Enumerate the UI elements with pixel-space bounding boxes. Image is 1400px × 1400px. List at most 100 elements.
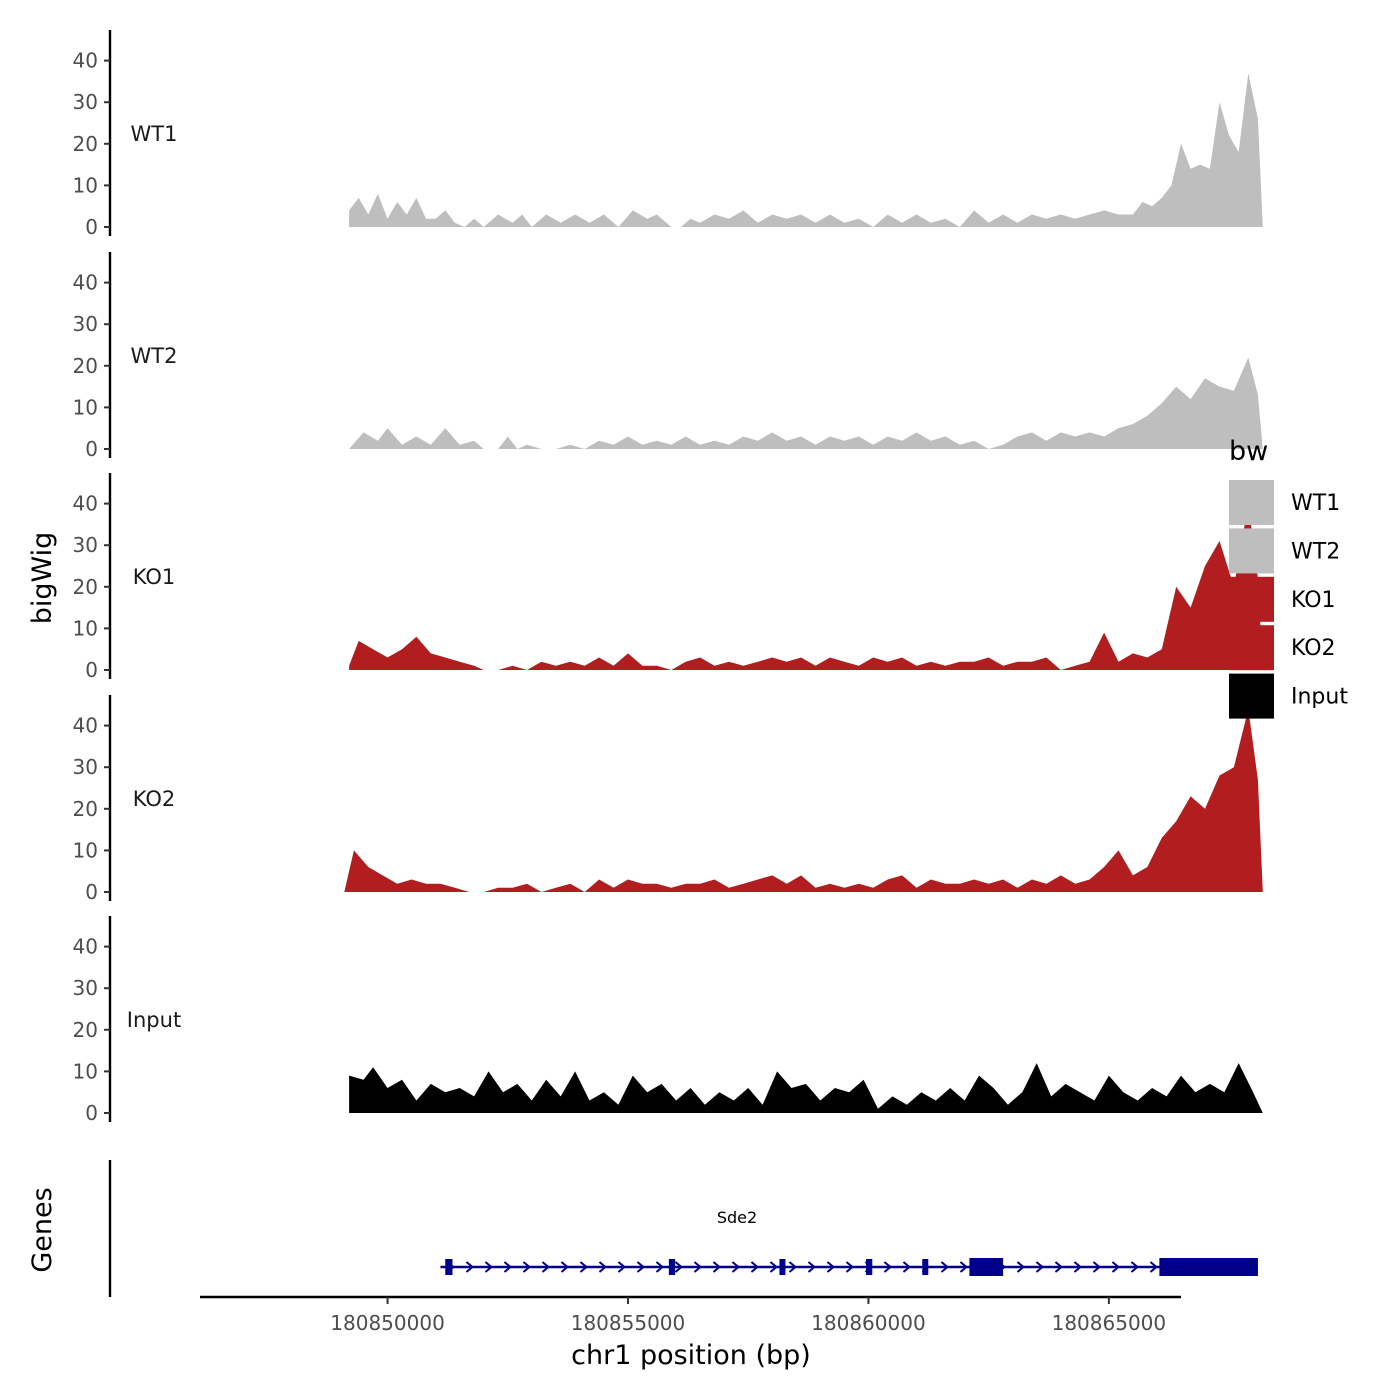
gene-exon (445, 1259, 453, 1275)
y-tick-label: 30 (73, 976, 98, 1000)
y-tick-label: 40 (73, 492, 98, 516)
y-tick-label: 10 (73, 616, 98, 640)
strand-arrow (731, 1261, 741, 1273)
strand-arrow (940, 1261, 950, 1273)
strand-arrow (655, 1261, 665, 1273)
y-tick-label: 10 (73, 838, 98, 862)
track-wt1: 0 10 20 30 40 WT1 (73, 30, 1263, 239)
strand-arrow (750, 1261, 760, 1273)
y-tick-label: 30 (73, 312, 98, 336)
legend-swatch-ko1 (1229, 576, 1274, 622)
gene-exon (866, 1259, 873, 1275)
strand-arrow (636, 1261, 646, 1273)
strand-arrow (1092, 1261, 1102, 1273)
gene-exon (668, 1259, 676, 1275)
strand-arrow (883, 1261, 893, 1273)
x-tick-label: 180855000 (571, 1311, 686, 1335)
strand-arrow (541, 1261, 551, 1273)
legend-label-wt2: WT2 (1291, 539, 1340, 564)
x-axis: 180850000 180855000 180860000 180865000 (200, 1295, 1181, 1335)
legend-swatch-wt2 (1229, 528, 1274, 574)
gene-name-label: Sde2 (717, 1208, 757, 1227)
track-label: WT1 (131, 122, 178, 146)
gene-track: Sde2 (108, 1160, 1258, 1297)
area-input (349, 1063, 1263, 1113)
genes-axis-title: Genes (27, 1187, 58, 1272)
strand-arrow (1016, 1261, 1026, 1273)
strand-arrow (503, 1261, 513, 1273)
y-tick-label: 0 (85, 437, 98, 461)
legend-swatch-ko2 (1229, 625, 1274, 671)
gene-exon (969, 1258, 1004, 1276)
y-tick-label: 20 (73, 797, 98, 821)
y-tick-label: 40 (73, 49, 98, 73)
legend-label-wt1: WT1 (1291, 491, 1340, 516)
strand-arrow (522, 1261, 532, 1273)
strand-arrow (617, 1261, 627, 1273)
y-tick-label: 10 (73, 395, 98, 419)
y-tick-label: 0 (85, 880, 98, 904)
strand-arrow (560, 1261, 570, 1273)
y-axis-title: bigWig (27, 532, 58, 625)
strand-arrow (769, 1261, 779, 1273)
legend-swatch-wt1 (1229, 480, 1274, 525)
track-ko2: 0 10 20 30 40 KO2 (73, 695, 1263, 904)
strand-arrow (826, 1261, 836, 1273)
strand-arrow (1130, 1261, 1140, 1273)
strand-arrow (807, 1261, 817, 1273)
area-ko2 (344, 709, 1263, 892)
y-tick-label: 30 (73, 755, 98, 779)
strand-arrow (1073, 1261, 1083, 1273)
gene-exon (1159, 1258, 1258, 1276)
legend-label-ko1: KO1 (1291, 588, 1336, 613)
y-tick-label: 20 (73, 354, 98, 378)
strand-arrow (1149, 1261, 1159, 1273)
strand-arrow (959, 1261, 969, 1273)
y-tick-label: 0 (85, 215, 98, 239)
strand-arrow (712, 1261, 722, 1273)
area-wt2 (349, 357, 1263, 449)
x-tick-label: 180860000 (811, 1311, 926, 1335)
strand-arrow (579, 1261, 589, 1273)
strand-arrow (465, 1261, 475, 1273)
legend-label-ko2: KO2 (1291, 636, 1336, 661)
strand-arrow (598, 1261, 608, 1273)
legend: bw WT1 WT2 KO1 KO2 Input (1229, 436, 1348, 719)
track-label: WT2 (131, 344, 178, 368)
y-tick-label: 20 (73, 1018, 98, 1042)
y-tick-label: 0 (85, 1101, 98, 1125)
strand-arrow (1111, 1261, 1121, 1273)
legend-swatch-input (1229, 673, 1274, 719)
strand-arrow (788, 1261, 798, 1273)
x-tick-label: 180865000 (1052, 1311, 1167, 1335)
y-tick-label: 10 (73, 173, 98, 197)
track-ko1: 0 10 20 30 40 KO1 (73, 473, 1263, 682)
strand-arrow (902, 1261, 912, 1273)
x-axis-title: chr1 position (bp) (571, 1340, 811, 1371)
track-label: KO1 (133, 565, 176, 589)
y-tick-label: 10 (73, 1059, 98, 1083)
track-input: 0 10 20 30 40 Input (73, 916, 1263, 1125)
y-tick-label: 20 (73, 575, 98, 599)
x-tick-label: 180850000 (330, 1311, 445, 1335)
gene-exon (922, 1259, 929, 1275)
y-tick-label: 0 (85, 658, 98, 682)
strand-arrow (484, 1261, 494, 1273)
legend-title: bw (1229, 436, 1268, 467)
y-tick-label: 20 (73, 132, 98, 156)
track-panels: 0 10 20 30 40 WT1 0 10 20 30 40 WT2 0 10 20 30 40 KO1 0 10 2… (73, 30, 1263, 1125)
y-tick-label: 40 (73, 714, 98, 738)
track-label: KO2 (133, 787, 176, 811)
area-wt1 (349, 73, 1263, 227)
strand-arrow (1035, 1261, 1045, 1273)
track-wt2: 0 10 20 30 40 WT2 (73, 252, 1263, 461)
strand-arrow (845, 1261, 855, 1273)
legend-label-input: Input (1291, 685, 1348, 710)
track-label: Input (127, 1008, 181, 1032)
strand-arrow (674, 1261, 684, 1273)
gene-exon (779, 1259, 786, 1275)
y-tick-label: 40 (73, 935, 98, 959)
y-tick-label: 30 (73, 533, 98, 557)
area-ko1 (349, 503, 1263, 670)
